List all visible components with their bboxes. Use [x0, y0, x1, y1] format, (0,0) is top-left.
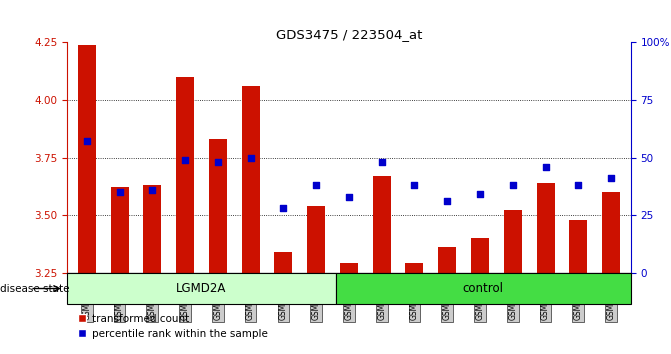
Bar	[504, 210, 522, 273]
Point	[409, 182, 420, 188]
Bar	[471, 238, 489, 273]
Point	[213, 159, 223, 165]
Bar	[602, 192, 620, 273]
Bar	[111, 188, 129, 273]
Bar	[405, 263, 423, 273]
Bar	[144, 185, 161, 273]
Point	[278, 205, 289, 211]
Point	[180, 157, 191, 163]
Text: LGMD2A: LGMD2A	[176, 282, 227, 295]
Bar	[336, 273, 631, 304]
Point	[540, 164, 551, 170]
Bar	[176, 77, 194, 273]
Point	[442, 199, 453, 204]
Bar	[242, 86, 260, 273]
Text: control: control	[463, 282, 504, 295]
Point	[474, 192, 485, 197]
Bar	[67, 273, 336, 304]
Point	[245, 155, 256, 160]
Text: disease state: disease state	[0, 284, 70, 293]
Bar	[78, 45, 96, 273]
Point	[573, 182, 584, 188]
Bar	[340, 263, 358, 273]
Bar	[209, 139, 227, 273]
Point	[114, 189, 125, 195]
Point	[606, 176, 617, 181]
Bar	[372, 176, 391, 273]
Title: GDS3475 / 223504_at: GDS3475 / 223504_at	[276, 28, 422, 41]
Bar	[537, 183, 554, 273]
Point	[81, 139, 92, 144]
Point	[507, 182, 518, 188]
Bar	[274, 252, 293, 273]
Point	[147, 187, 158, 193]
Bar	[569, 219, 587, 273]
Bar	[438, 247, 456, 273]
Point	[311, 182, 321, 188]
Legend: transformed count, percentile rank within the sample: transformed count, percentile rank withi…	[72, 310, 272, 343]
Bar	[307, 206, 325, 273]
Point	[344, 194, 354, 200]
Point	[376, 159, 387, 165]
